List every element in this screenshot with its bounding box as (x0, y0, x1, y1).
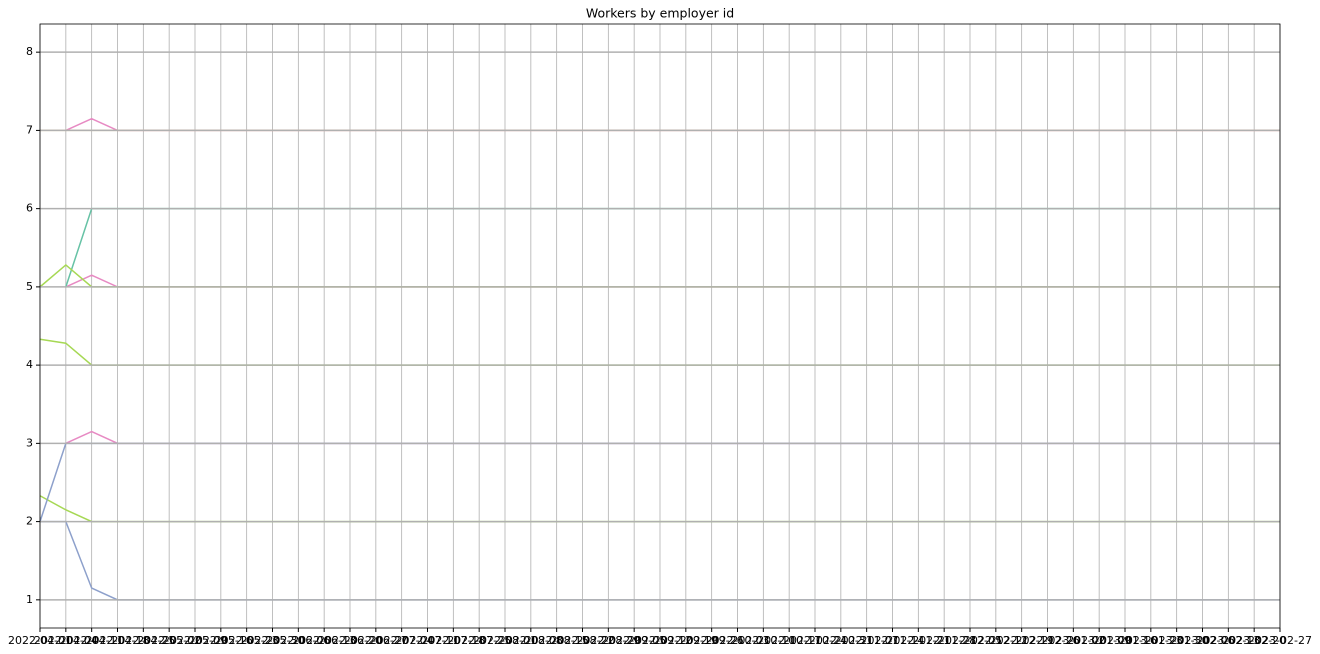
x-tick-label: 2023-01-16 (1093, 634, 1157, 647)
series-line (65, 274, 1280, 288)
x-tick-label: 2022-12-26 (1016, 634, 1080, 647)
x-tick-label: 2022-09-19 (654, 634, 718, 647)
plot-frame (39, 23, 1281, 629)
y-tick-label: 5 (26, 280, 33, 293)
x-tick-label: 2022-10-10 (731, 634, 795, 647)
x-tick-label: 2022-06-06 (266, 634, 330, 647)
x-tick-label: 2023-01-02 (1041, 634, 1105, 647)
x-tick-label: 2022-09-26 (680, 634, 744, 647)
x-tick-label: 2022-09-05 (602, 634, 666, 647)
x-tick-label: 2022-10-03 (706, 634, 770, 647)
series-line (65, 207, 1280, 288)
x-tick-label: 2022-12-12 (964, 634, 1028, 647)
x-tick-label: 2022-11-21 (886, 634, 950, 647)
x-tick-label: 2022-08-01 (473, 634, 537, 647)
x-tick-label: 2022-04-01 (8, 634, 72, 647)
y-tick-label: 6 (26, 202, 33, 215)
x-tick-label: 2022-11-28 (912, 634, 976, 647)
x-tick-label: 2023-02-27 (1248, 634, 1312, 647)
x-tick-label: 2022-12-05 (938, 634, 1002, 647)
x-tick-label: 2022-10-24 (783, 634, 847, 647)
x-tick-label: 2022-06-20 (318, 634, 382, 647)
x-tick-label: 2023-02-20 (1222, 634, 1286, 647)
x-tick-label: 2022-04-18 (86, 634, 150, 647)
chart-title: Workers by employer id (586, 6, 734, 21)
y-tick-label: 8 (26, 45, 33, 58)
series-line (65, 117, 1280, 132)
x-tick-label: 2022-10-31 (809, 634, 873, 647)
x-tick-label: 2023-02-06 (1171, 634, 1235, 647)
x-tick-label: 2022-05-02 (137, 634, 201, 647)
x-tick-label: 2022-05-30 (241, 634, 305, 647)
x-tick-label: 2022-04-04 (34, 634, 98, 647)
x-tick-label: 2022-10-17 (757, 634, 821, 647)
x-tick-label: 2022-05-23 (215, 634, 279, 647)
x-tick-label: 2022-04-25 (111, 634, 175, 647)
x-tick-label: 2022-12-19 (990, 634, 1054, 647)
x-tick-label: 2022-07-18 (421, 634, 485, 647)
x-tick-label: 2022-07-04 (370, 634, 434, 647)
x-tick-label: 2022-09-12 (628, 634, 692, 647)
x-tick-label: 2022-07-25 (447, 634, 511, 647)
y-tick-label: 7 (26, 123, 33, 136)
x-tick-label: 2022-06-13 (292, 634, 356, 647)
x-tick-label: 2022-08-29 (576, 634, 640, 647)
x-tick-label: 2022-05-09 (163, 634, 227, 647)
x-tick-label: 2023-01-09 (1067, 634, 1131, 647)
y-tick-label: 4 (26, 358, 33, 371)
x-tick-label: 2022-06-27 (344, 634, 408, 647)
x-tick-label: 2023-01-30 (1145, 634, 1209, 647)
series-line (65, 430, 1280, 445)
y-tick-label: 2 (26, 515, 33, 528)
x-tick-label: 2022-08-15 (525, 634, 589, 647)
x-tick-label: 2023-02-13 (1196, 634, 1260, 647)
x-tick-label: 2022-04-11 (60, 634, 124, 647)
x-tick-label: 2022-05-16 (189, 634, 253, 647)
y-tick-label: 3 (26, 436, 33, 449)
x-tick-label: 2022-11-14 (861, 634, 925, 647)
x-tick-label: 2022-08-22 (551, 634, 615, 647)
y-tick-label: 1 (26, 593, 33, 606)
x-tick-label: 2022-11-07 (835, 634, 899, 647)
x-tick-label: 2022-08-08 (499, 634, 563, 647)
x-tick-label: 2023-01-23 (1119, 634, 1183, 647)
x-tick-label: 2022-07-11 (396, 634, 460, 647)
